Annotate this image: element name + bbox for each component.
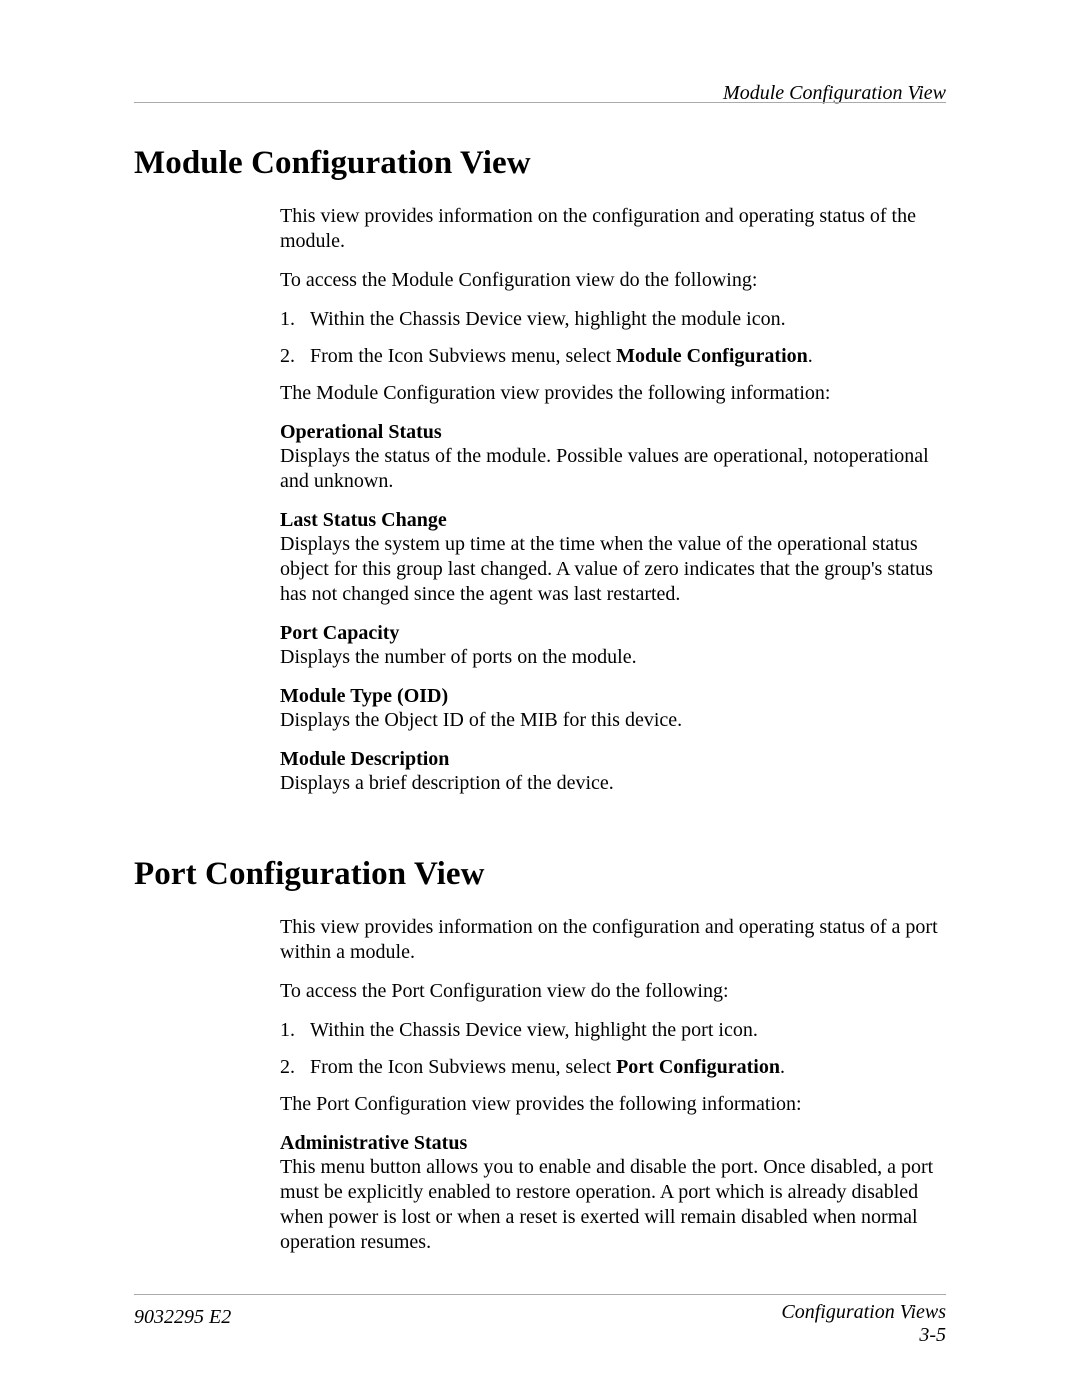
- section2-title: Port Configuration View: [134, 856, 946, 893]
- section2-steps: 1. Within the Chassis Device view, highl…: [280, 1018, 946, 1080]
- step-text-after: .: [808, 345, 813, 367]
- footer-right-line1: Configuration Views: [781, 1301, 946, 1323]
- footer-right: Configuration Views 3-5: [781, 1301, 946, 1347]
- definition-text: This menu button allows you to enable an…: [280, 1155, 946, 1255]
- definition-title: Module Type (OID): [280, 684, 946, 708]
- definition-block: Module Type (OID) Displays the Object ID…: [280, 684, 946, 733]
- step-text-before: From the Icon Subviews menu, select: [310, 345, 616, 367]
- top-rule: [134, 102, 946, 103]
- section1-body: This view provides information on the co…: [280, 204, 946, 796]
- list-item: 1. Within the Chassis Device view, highl…: [280, 307, 946, 332]
- definition-title: Administrative Status: [280, 1131, 946, 1155]
- definition-block: Last Status Change Displays the system u…: [280, 508, 946, 607]
- list-item: 2. From the Icon Subviews menu, select P…: [280, 1055, 946, 1080]
- step-text: Within the Chassis Device view, highligh…: [310, 308, 786, 330]
- definition-title: Module Description: [280, 747, 946, 771]
- section2-intro: This view provides information on the co…: [280, 915, 946, 965]
- bottom-rule: [134, 1294, 946, 1295]
- definition-block: Operational Status Displays the status o…: [280, 420, 946, 494]
- step-number: 1.: [280, 1018, 295, 1043]
- content-area: Module Configuration View This view prov…: [134, 145, 946, 1269]
- footer-left: 9032295 E2: [134, 1306, 231, 1329]
- definition-text: Displays a brief description of the devi…: [280, 771, 946, 796]
- step-text-bold: Port Configuration: [616, 1056, 780, 1078]
- step-text-bold: Module Configuration: [616, 345, 808, 367]
- section2-access-lead: To access the Port Configuration view do…: [280, 979, 946, 1004]
- step-number: 2.: [280, 344, 295, 369]
- step-number: 1.: [280, 307, 295, 332]
- definition-text: Displays the number of ports on the modu…: [280, 645, 946, 670]
- definition-block: Module Description Displays a brief desc…: [280, 747, 946, 796]
- definition-title: Port Capacity: [280, 621, 946, 645]
- definition-text: Displays the status of the module. Possi…: [280, 444, 946, 494]
- section2-provides: The Port Configuration view provides the…: [280, 1092, 946, 1117]
- step-number: 2.: [280, 1055, 295, 1080]
- definition-block: Administrative Status This menu button a…: [280, 1131, 946, 1255]
- section1-access-lead: To access the Module Configuration view …: [280, 268, 946, 293]
- step-text-before: From the Icon Subviews menu, select: [310, 1056, 616, 1078]
- definition-title: Last Status Change: [280, 508, 946, 532]
- definition-block: Port Capacity Displays the number of por…: [280, 621, 946, 670]
- section1-title: Module Configuration View: [134, 145, 946, 182]
- section1-intro: This view provides information on the co…: [280, 204, 946, 254]
- step-text-after: .: [780, 1056, 785, 1078]
- footer-right-line2: 3-5: [919, 1324, 946, 1346]
- list-item: 1. Within the Chassis Device view, highl…: [280, 1018, 946, 1043]
- step-text: Within the Chassis Device view, highligh…: [310, 1019, 758, 1041]
- section2-body: This view provides information on the co…: [280, 915, 946, 1255]
- definition-text: Displays the system up time at the time …: [280, 532, 946, 607]
- list-item: 2. From the Icon Subviews menu, select M…: [280, 344, 946, 369]
- page: Module Configuration View Module Configu…: [0, 0, 1080, 1397]
- definition-title: Operational Status: [280, 420, 946, 444]
- section1-steps: 1. Within the Chassis Device view, highl…: [280, 307, 946, 369]
- section1-provides: The Module Configuration view provides t…: [280, 381, 946, 406]
- definition-text: Displays the Object ID of the MIB for th…: [280, 708, 946, 733]
